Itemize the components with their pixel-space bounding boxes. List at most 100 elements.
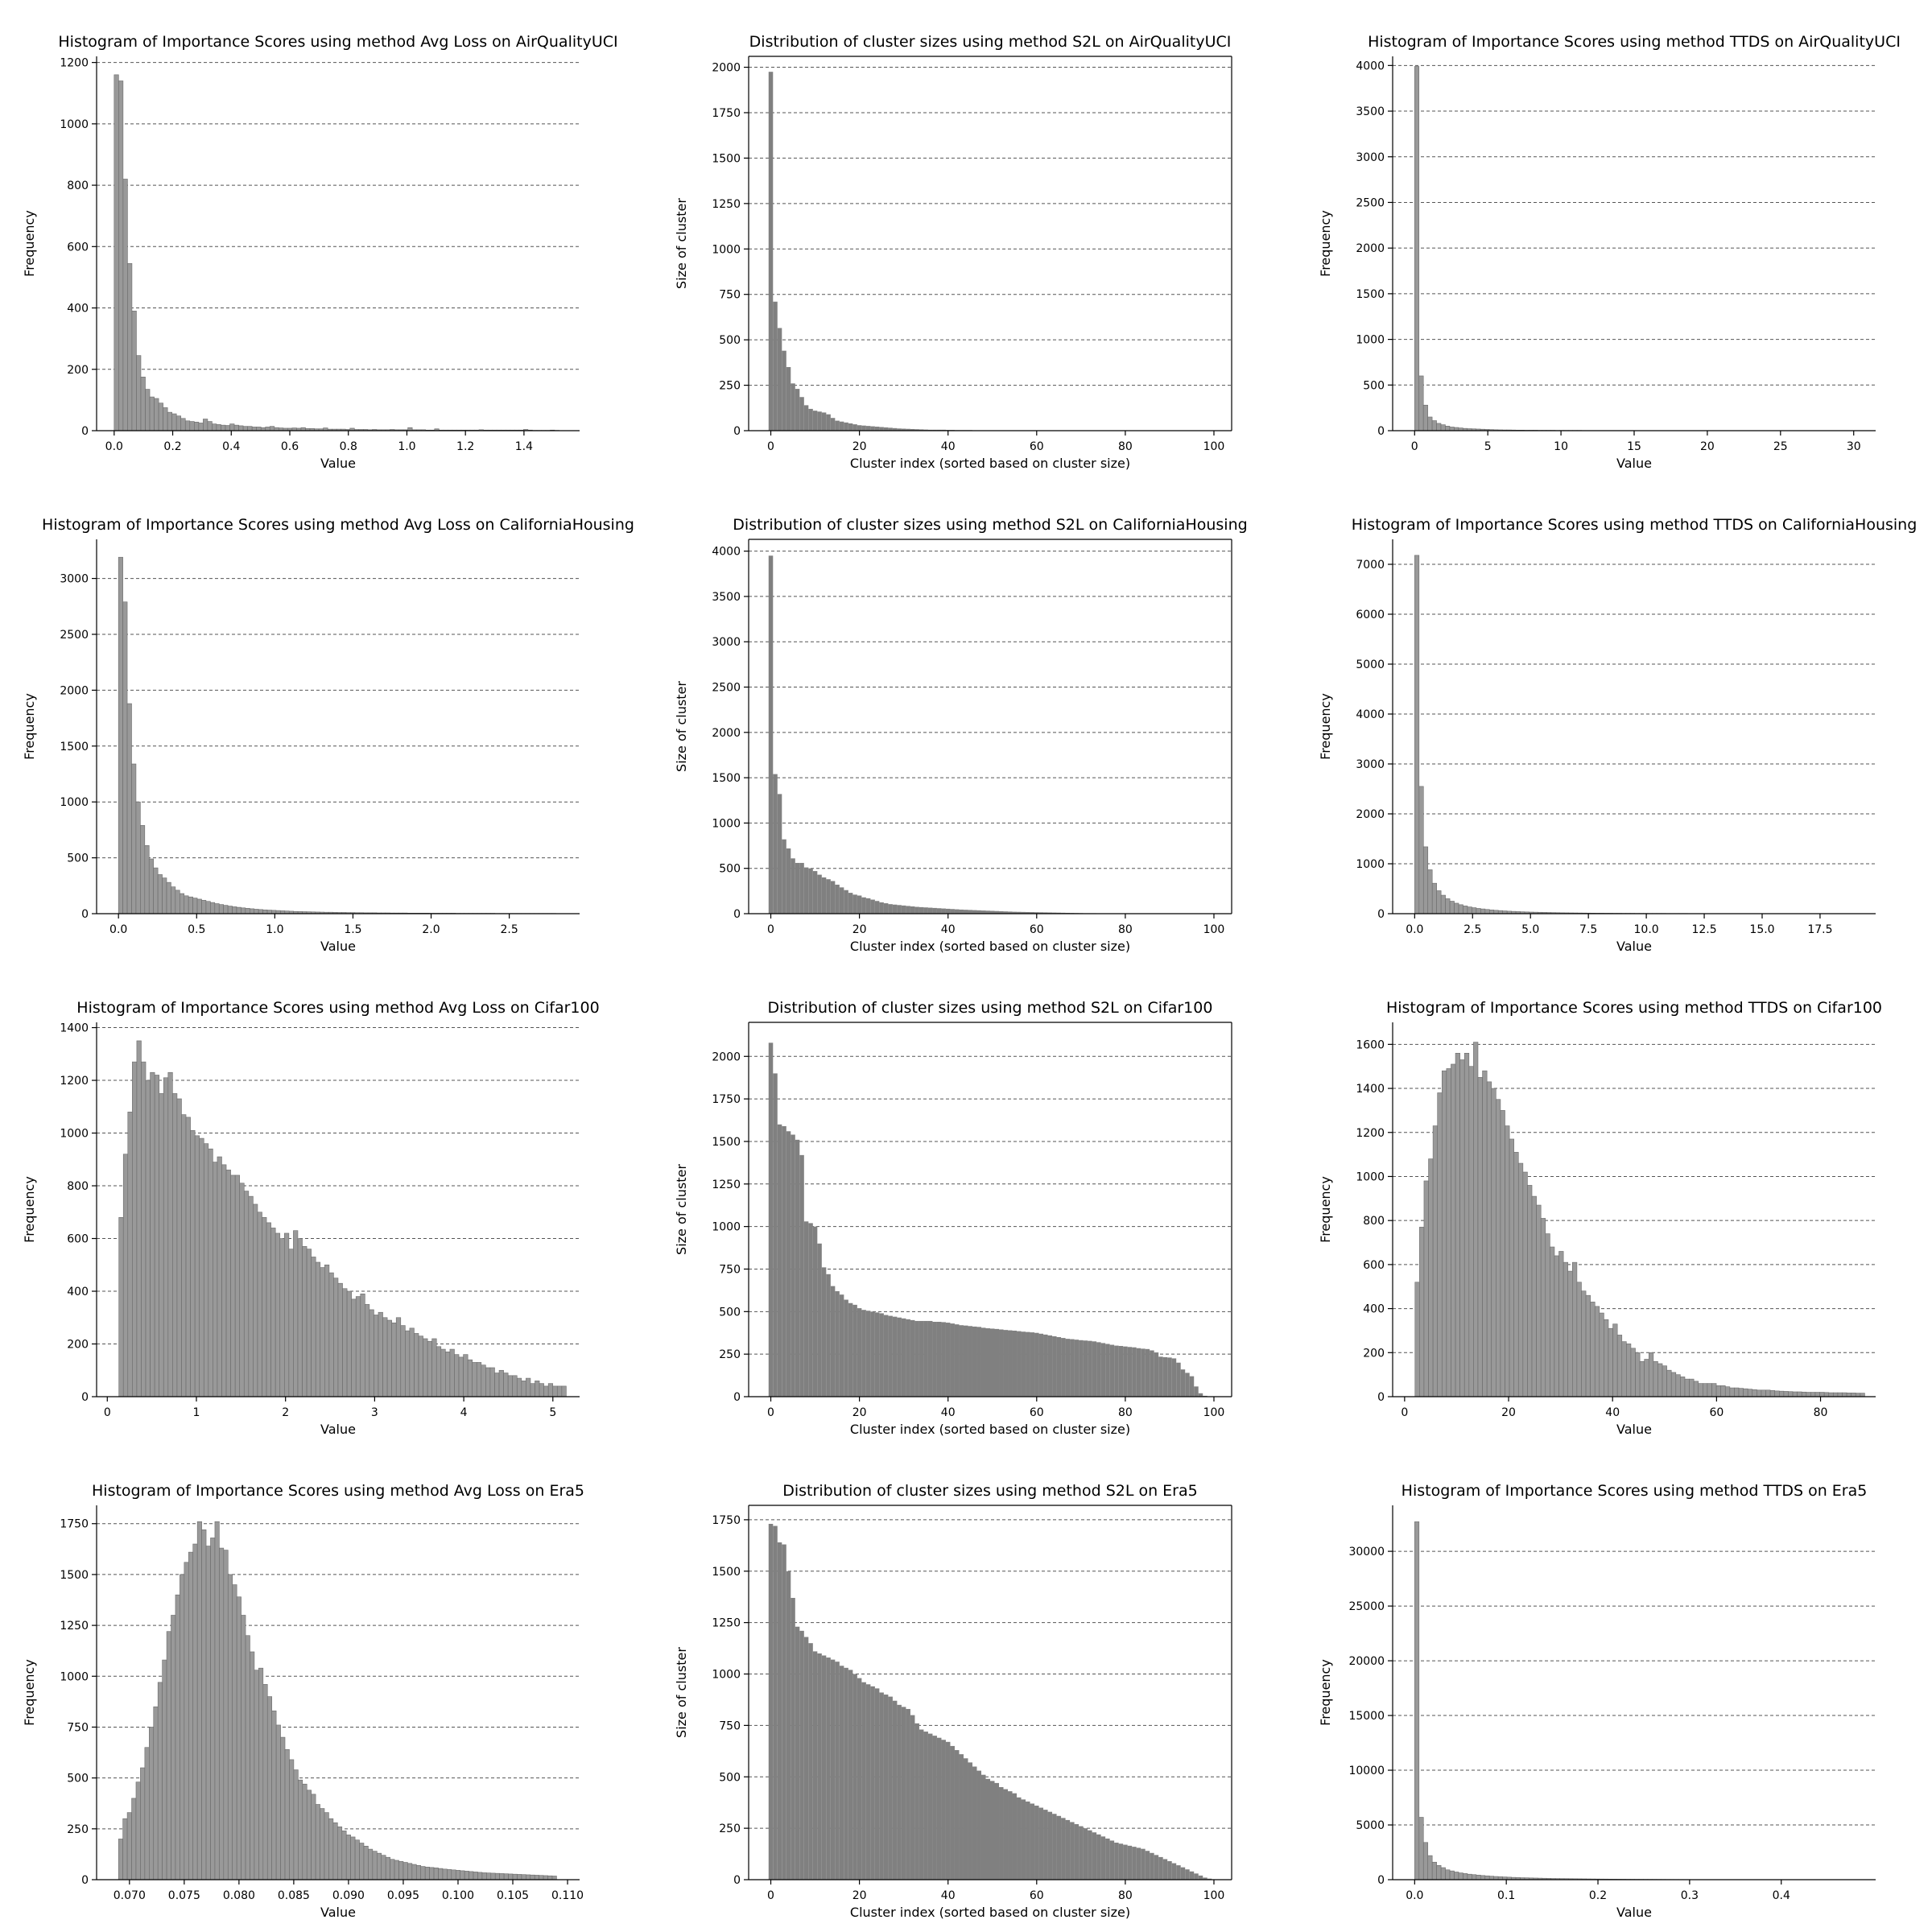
bar (963, 1325, 968, 1397)
bar (782, 839, 786, 914)
x-tick-label: 20 (852, 440, 867, 453)
y-tick-label: 1000 (60, 118, 89, 131)
bar (1065, 1339, 1071, 1397)
bar (923, 1320, 928, 1397)
bar (1043, 1334, 1048, 1397)
bar (777, 1542, 782, 1880)
x-tick-label: 20 (852, 1406, 867, 1419)
x-tick-label: 12.5 (1691, 923, 1716, 936)
bar (1109, 1344, 1115, 1397)
bar (830, 881, 836, 914)
y-tick-label: 1000 (712, 817, 741, 830)
bar (1074, 1824, 1080, 1880)
y-tick-label: 1000 (712, 243, 741, 256)
x-tick-label: 0.075 (168, 1889, 200, 1902)
bar (959, 909, 964, 914)
bar (1017, 1797, 1022, 1880)
bar (919, 1320, 924, 1397)
x-axis-label: Cluster index (sorted based on cluster s… (850, 939, 1130, 954)
bar (803, 405, 809, 431)
x-tick-label: 4 (460, 1406, 468, 1419)
bar (1414, 1521, 1420, 1880)
x-axis-label: Cluster index (sorted based on cluster s… (850, 1905, 1130, 1920)
bar (808, 408, 813, 431)
x-tick-label: 0.070 (114, 1889, 146, 1902)
y-tick-label: 2000 (1356, 808, 1385, 821)
y-axis-label: Size of cluster (674, 1647, 689, 1738)
bar (888, 904, 893, 914)
bar (927, 1320, 933, 1397)
y-tick-label: 200 (1363, 1347, 1385, 1360)
y-tick-label: 3000 (712, 636, 741, 649)
y-tick-label: 0 (733, 1874, 741, 1887)
y-tick-label: 1500 (712, 152, 741, 165)
bar (1047, 1811, 1053, 1880)
y-tick-label: 7000 (1356, 559, 1385, 572)
bar (923, 907, 928, 914)
bar (1480, 1875, 1486, 1880)
y-tick-label: 250 (719, 1823, 741, 1835)
bar (1030, 912, 1035, 914)
bar (1079, 1826, 1084, 1880)
bar (1118, 1346, 1124, 1397)
bar (945, 908, 951, 914)
y-tick-label: 1400 (1356, 1083, 1385, 1096)
bar (990, 1781, 995, 1880)
bar (901, 428, 906, 431)
bar (1162, 1859, 1168, 1880)
y-tick-label: 600 (67, 1233, 89, 1246)
x-tick-label: 0.4 (1773, 1889, 1790, 1902)
bar (799, 862, 804, 914)
x-tick-label: 2.5 (1463, 923, 1481, 936)
bar (1476, 1874, 1481, 1880)
y-tick-label: 1250 (712, 1179, 741, 1191)
y-tick-label: 250 (67, 1823, 89, 1836)
bar (817, 1653, 822, 1880)
bar (976, 1327, 981, 1397)
bar (1052, 1814, 1057, 1880)
bar (1109, 1840, 1115, 1880)
x-tick-label: 40 (941, 1406, 956, 1419)
bar (954, 909, 960, 914)
x-tick-label: 30 (1847, 440, 1861, 453)
x-tick-label: 0.0 (105, 440, 123, 453)
bar (914, 1320, 919, 1397)
y-tick-label: 0 (81, 1874, 89, 1887)
bar (910, 428, 915, 431)
bar (1105, 1344, 1110, 1397)
y-axis-label: Size of cluster (674, 1164, 689, 1255)
bar (1176, 1865, 1181, 1880)
y-tick-label: 3000 (1356, 151, 1385, 164)
bar (906, 1708, 910, 1880)
bar (826, 1274, 831, 1397)
bar (941, 1322, 946, 1397)
bar (1012, 1330, 1018, 1397)
bar (932, 907, 937, 914)
bar (1123, 1346, 1128, 1397)
x-tick-label: 60 (1709, 1406, 1724, 1419)
bar (1150, 1852, 1154, 1880)
bar (976, 1770, 981, 1880)
y-tick-label: 1250 (60, 1620, 89, 1633)
x-tick-label: 0 (767, 923, 774, 936)
bar (968, 910, 972, 914)
bar (914, 429, 919, 431)
chart-title: Histogram of Importance Scores using met… (76, 999, 599, 1017)
x-tick-label: 80 (1118, 1889, 1133, 1902)
bar (1100, 1836, 1106, 1880)
bar (1436, 1865, 1442, 1880)
bar (1180, 1867, 1186, 1880)
chart-title: Distribution of cluster sizes using meth… (768, 999, 1213, 1017)
y-tick-label: 3000 (60, 573, 89, 586)
y-tick-label: 2500 (60, 629, 89, 642)
bar (959, 1754, 964, 1880)
bar (1021, 1331, 1026, 1397)
bar (1008, 1330, 1013, 1397)
bar (1092, 1341, 1097, 1397)
bar (936, 1737, 942, 1880)
